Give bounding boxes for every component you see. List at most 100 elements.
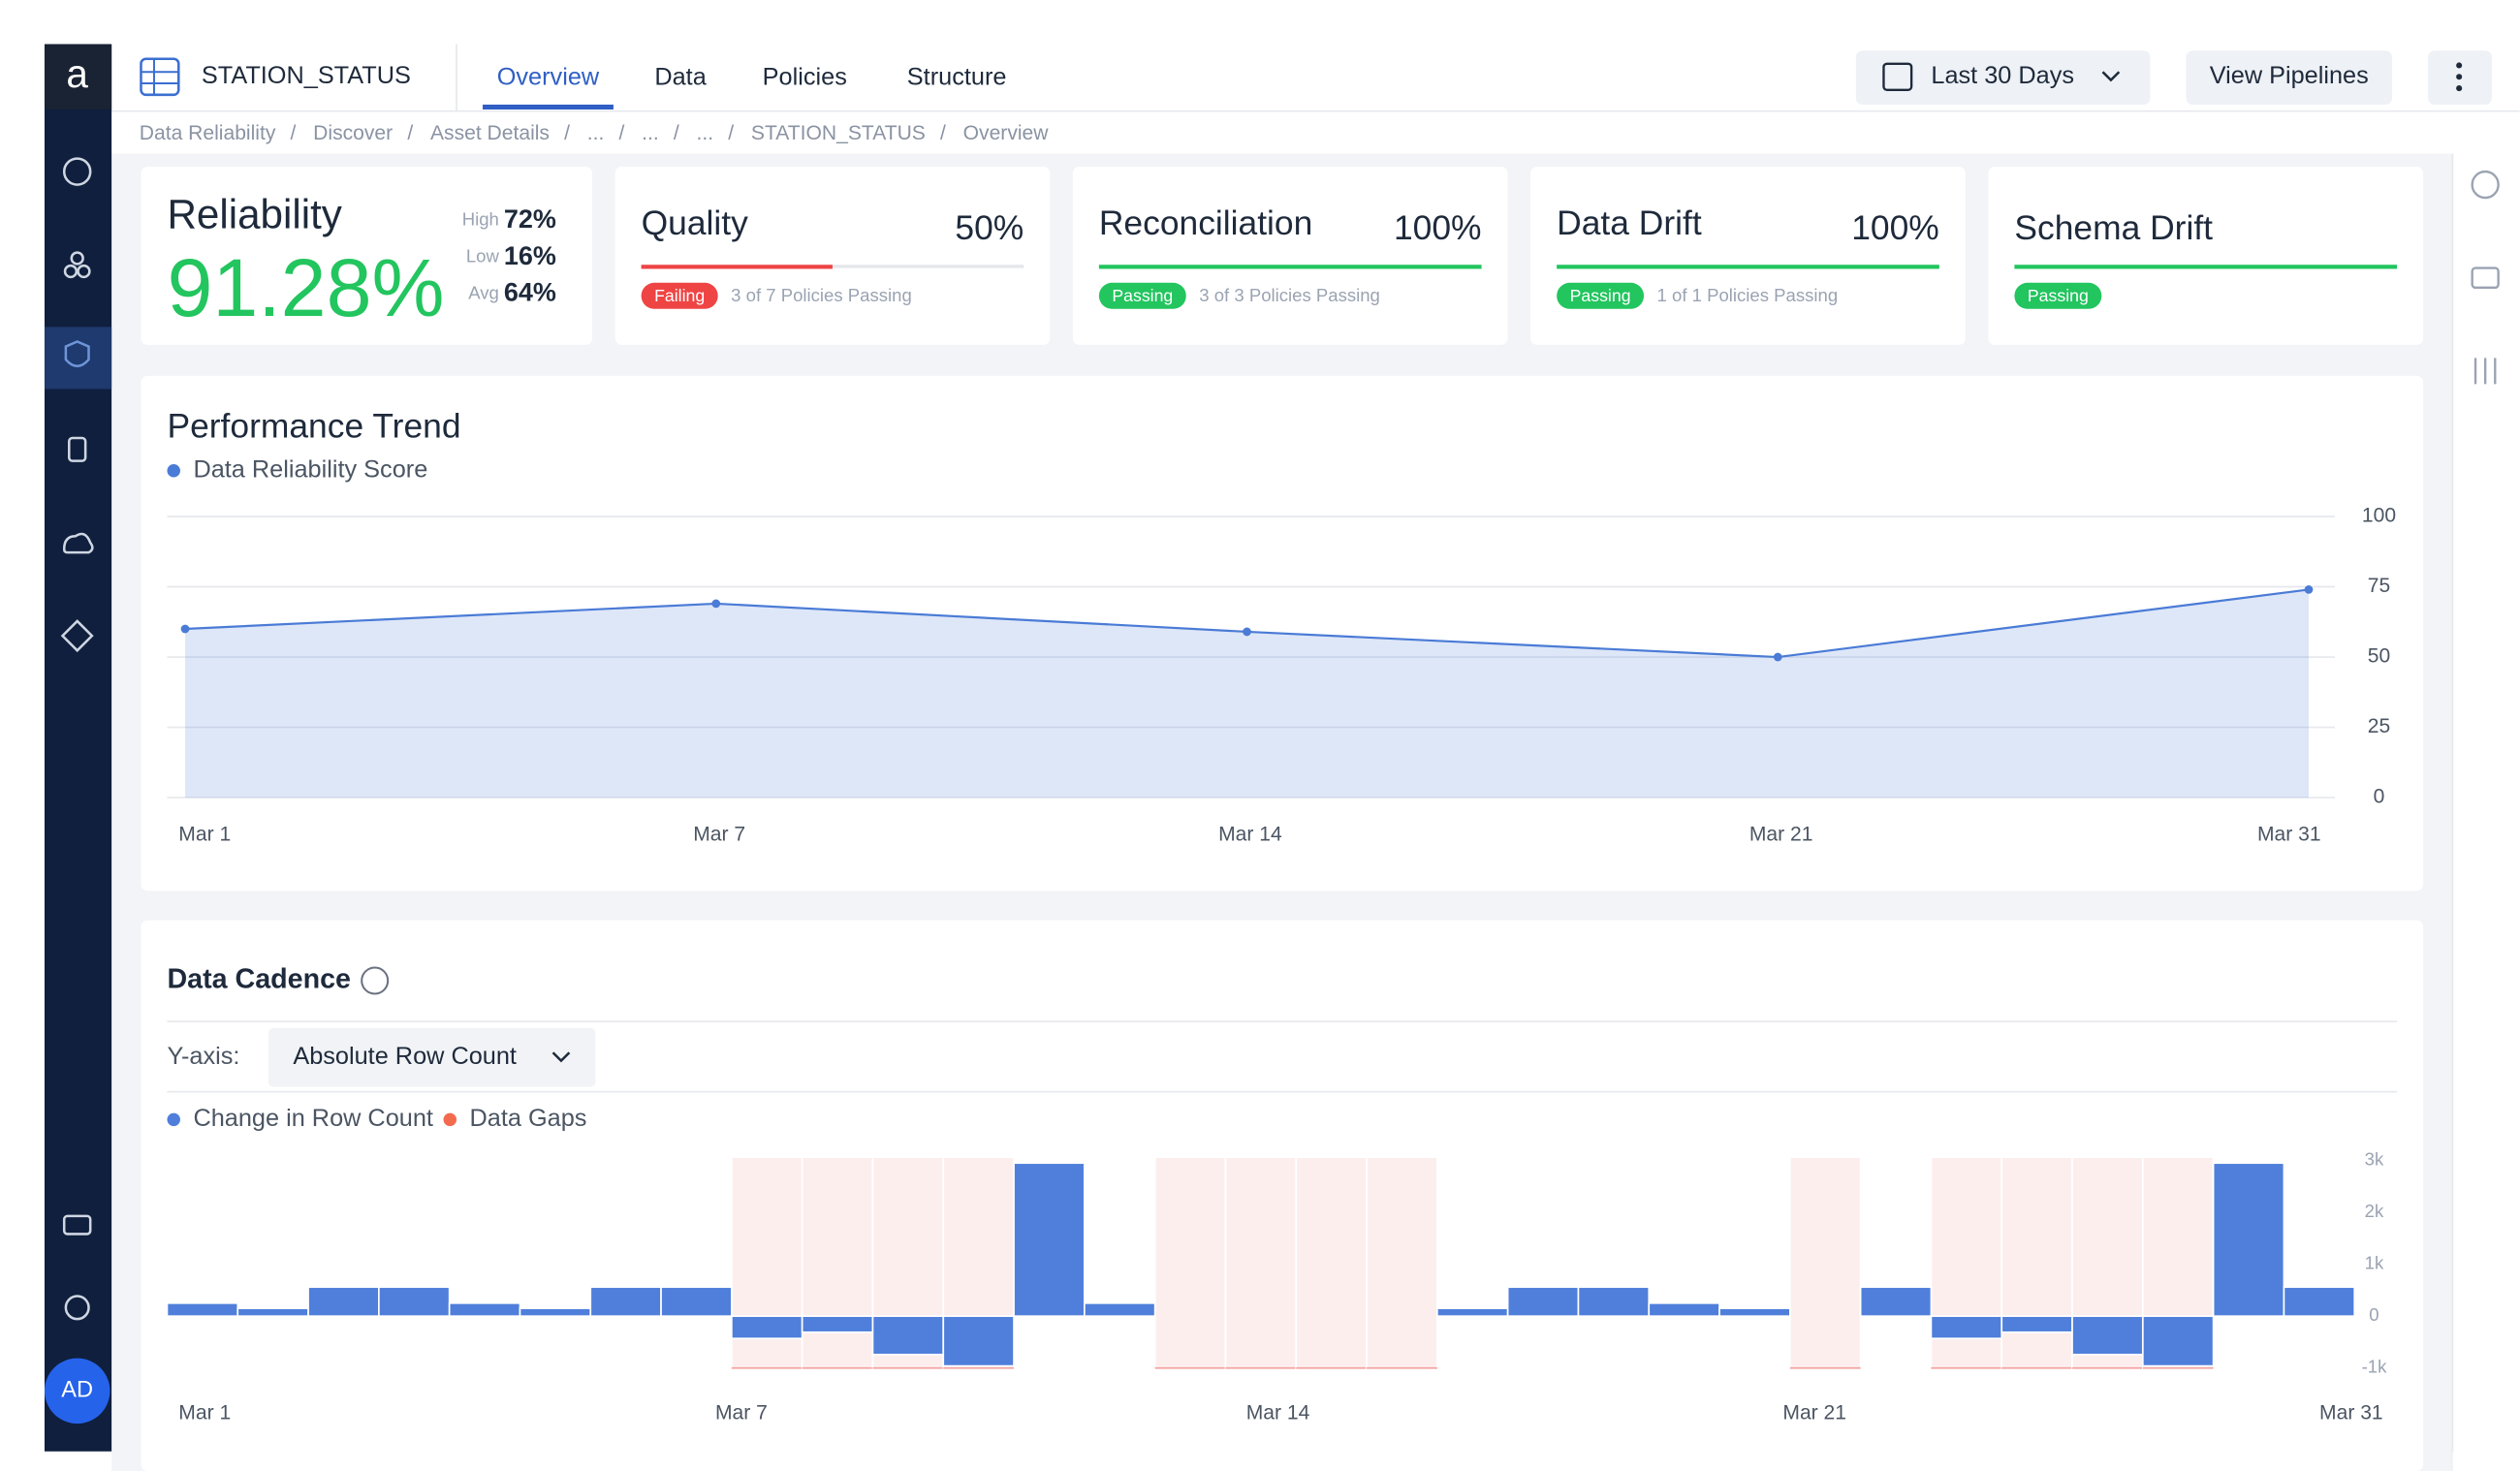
rail-card[interactable] (2471, 266, 2500, 290)
pipelines-label: View Pipelines (2210, 62, 2369, 89)
bar (1577, 1286, 1651, 1318)
gap-band (1224, 1156, 1298, 1369)
metric-card[interactable] (614, 167, 1051, 345)
rail-filters[interactable] (2473, 358, 2497, 385)
rail-info[interactable] (2471, 170, 2500, 200)
breadcrumb-item[interactable]: Discover (313, 122, 393, 144)
status-pill (641, 282, 718, 309)
nav-icons (60, 157, 94, 1321)
nav-settings[interactable] (64, 1295, 90, 1321)
breadcrumb-separator: / (564, 122, 570, 144)
card-value: 100% (1851, 208, 1939, 247)
breadcrumb-item[interactable]: ... (587, 122, 605, 144)
bar (871, 1315, 945, 1356)
y-axis-label: Y-axis: (167, 1043, 239, 1070)
y-tick-label: 2k (2365, 1201, 2384, 1221)
bar (2212, 1162, 2285, 1318)
legend-label[interactable]: Data Gaps (469, 1105, 586, 1132)
bar (519, 1307, 592, 1318)
stat-value: 16% (504, 241, 556, 270)
metric-card[interactable] (1072, 167, 1508, 345)
bar (1930, 1315, 2003, 1340)
card-title: Schema Drift (2014, 208, 2213, 247)
bar (2000, 1315, 2073, 1333)
stat-label: Avg (468, 283, 499, 303)
status-note: 3 of 7 Policies Passing (731, 285, 912, 305)
y-tick-label: 3k (2365, 1148, 2384, 1169)
bar (2283, 1286, 2356, 1318)
nav-graph[interactable] (63, 264, 79, 279)
metric-card[interactable] (1530, 167, 1966, 345)
status-label: Passing (1570, 286, 1631, 305)
y-tick-label: 100 (2362, 505, 2396, 527)
breadcrumb-item[interactable]: STATION_STATUS (751, 122, 926, 144)
avatar[interactable] (44, 1358, 110, 1424)
kebab-icon (2456, 62, 2463, 92)
rail-icons (2471, 170, 2500, 385)
tab-underline (482, 104, 614, 110)
bar (448, 1301, 521, 1318)
nav-reliability[interactable] (64, 340, 90, 368)
area (185, 589, 2309, 798)
reliability-card (141, 167, 592, 345)
breadcrumb-item[interactable]: ... (642, 122, 659, 144)
asset-name: STATION_STATUS (202, 62, 411, 89)
x-tick-label: Mar 31 (2257, 823, 2321, 845)
info-icon[interactable] (361, 966, 390, 995)
stat-value: 72% (504, 204, 556, 234)
breadcrumb-separator: / (728, 122, 734, 144)
nav-cloud[interactable] (62, 532, 94, 554)
metric-card[interactable] (1988, 167, 2424, 345)
legend-label[interactable]: Change in Row Count (193, 1105, 433, 1132)
chart-title: Performance Trend (167, 406, 460, 445)
breadcrumb-item[interactable]: Data Reliability (140, 122, 276, 144)
progress-bar (641, 265, 833, 269)
nav-compute[interactable] (67, 436, 87, 462)
date-range-button[interactable] (1855, 50, 2151, 105)
tab[interactable]: Data (654, 64, 707, 91)
breadcrumb-separator: / (407, 122, 413, 144)
y-tick-label: 25 (2368, 715, 2390, 737)
nav-tickets[interactable] (62, 1214, 92, 1236)
reliability-value: 91.28% (167, 242, 444, 333)
legend-dot (167, 464, 180, 478)
breadcrumb-item[interactable]: ... (697, 122, 714, 144)
tab[interactable]: Policies (763, 64, 847, 91)
tab[interactable]: Overview (497, 64, 600, 91)
bar (236, 1307, 309, 1318)
asset-icon (140, 57, 180, 97)
asset-icon-grid (141, 58, 179, 95)
y-axis-dropdown[interactable] (268, 1027, 596, 1087)
breadcrumb-separator: / (940, 122, 946, 144)
tab[interactable]: Structure (907, 64, 1007, 91)
status-label: Passing (1112, 286, 1173, 305)
stat-label: Low (466, 246, 500, 266)
y-tick-label: 0 (2374, 786, 2385, 808)
legend-dot (167, 1112, 180, 1127)
legend-label[interactable]: Data Reliability Score (193, 455, 427, 483)
logo: a (66, 51, 88, 96)
x-tick-label: Mar 14 (1246, 1402, 1310, 1424)
point (2304, 585, 2314, 594)
nav-alerts[interactable] (60, 619, 94, 653)
nav-discover[interactable] (62, 157, 92, 186)
breadcrumb-item[interactable]: Asset Details (430, 122, 550, 144)
bar (307, 1286, 380, 1318)
active-nav (44, 327, 112, 390)
bar (731, 1315, 803, 1340)
bar (942, 1315, 1015, 1367)
pipelines-button[interactable] (2186, 50, 2393, 105)
progress-bar (1098, 265, 1482, 269)
bar (166, 1301, 239, 1318)
date-range: Last 30 Days (1931, 62, 2074, 89)
gap-band (1788, 1156, 1862, 1369)
stat-label: High (462, 209, 499, 230)
progress-bar (2014, 265, 2398, 269)
card-title: Quality (642, 203, 748, 242)
status-pill (1557, 282, 1645, 309)
legend-dot (443, 1112, 457, 1127)
bar (1084, 1301, 1156, 1318)
y-tick-label: 0 (2369, 1304, 2378, 1325)
progress-bar (1557, 265, 1939, 269)
